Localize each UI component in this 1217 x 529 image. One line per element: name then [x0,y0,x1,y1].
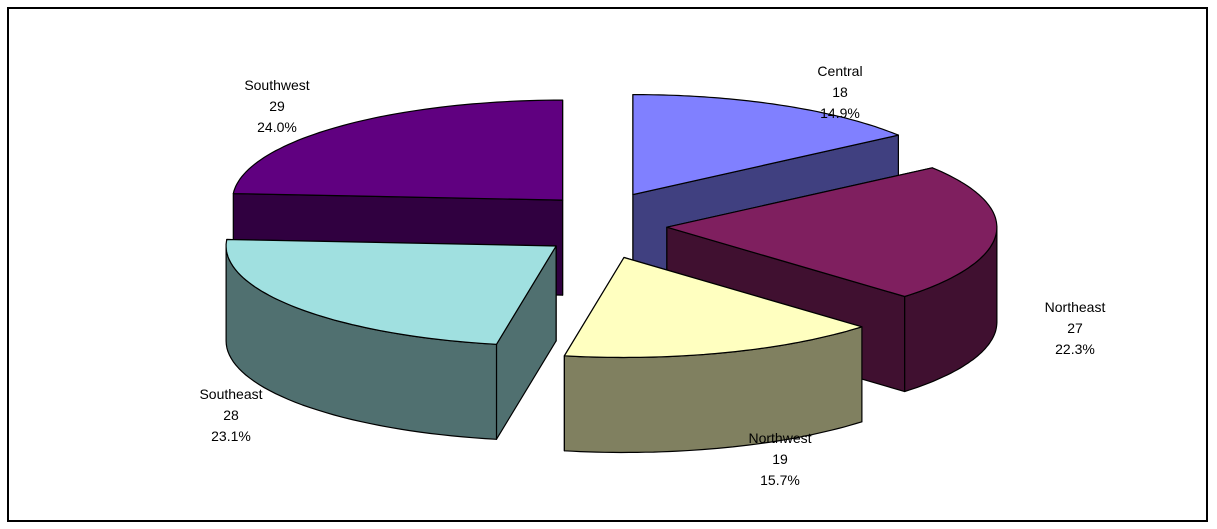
label-northeast-percent: 22.3% [1055,341,1095,357]
label-central-value: 18 [832,84,848,100]
label-southeast-value: 28 [223,407,239,423]
slice-northwest [563,256,863,359]
slice-southwest [232,99,564,201]
label-southeast-percent: 23.1% [211,428,251,444]
slice-central [632,93,900,196]
slice-northeast [666,167,998,298]
data-labels: Central 18 14.9% Northeast 27 22.3% Nort… [199,63,1105,488]
slice-sides [225,93,998,454]
label-northeast-name: Northeast [1045,299,1106,315]
label-southwest-value: 29 [269,98,285,114]
label-southwest-name: Southwest [244,77,309,93]
label-southwest-percent: 24.0% [257,119,297,135]
label-central-percent: 14.9% [820,105,860,121]
label-northeast-value: 27 [1067,320,1083,336]
slice-southeast [225,238,557,345]
label-northwest-name: Northwest [748,430,811,446]
label-southeast-name: Southeast [199,386,262,402]
label-northwest-percent: 15.7% [760,472,800,488]
label-northwest-value: 19 [772,451,788,467]
label-central-name: Central [817,63,862,79]
